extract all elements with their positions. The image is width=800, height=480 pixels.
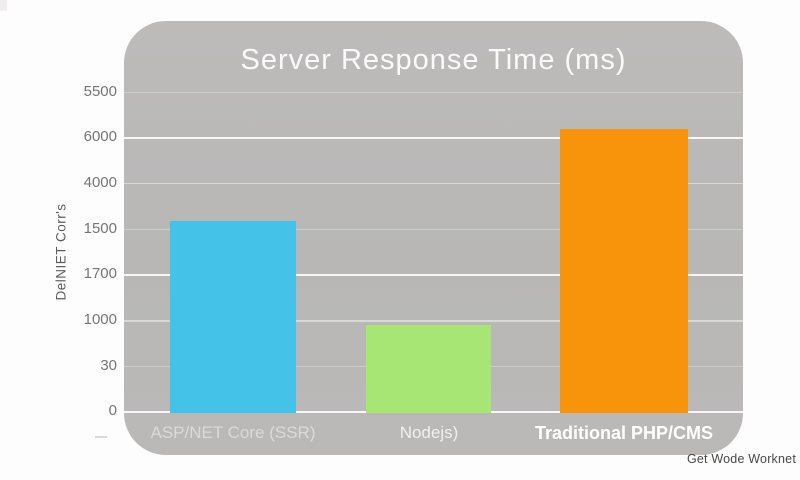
sub-zero-tick-mark: [95, 436, 107, 438]
y-tick-label: 4000: [83, 173, 117, 191]
bar-1: [170, 221, 296, 413]
y-tick-label: 5500: [83, 82, 117, 100]
y-tick-label: 1500: [83, 219, 117, 237]
bar-3: [560, 129, 688, 413]
y-tick-label: 0: [108, 402, 117, 420]
y-tick-label: 30: [100, 356, 117, 374]
gridline: [124, 274, 743, 277]
footer-watermark: Get Wode Worknet: [686, 452, 796, 466]
y-tick-label: 1700: [83, 265, 117, 283]
corner-artifact: [0, 0, 7, 11]
y-tick-label: 6000: [83, 128, 117, 146]
chart-panel: Server Response Time (ms) ASP/NET Core (…: [124, 21, 743, 455]
y-tick-label: 1000: [83, 311, 117, 329]
gridline: [124, 137, 743, 140]
gridline: [124, 182, 743, 185]
x-category-label: Nodejs): [399, 423, 459, 442]
x-category-label: ASP/NET Core (SSR): [150, 423, 316, 442]
chart-title: Server Response Time (ms): [240, 44, 627, 76]
gridline: [124, 228, 743, 231]
y-axis-title: DelNIET Corr's: [53, 203, 69, 301]
gridline: [124, 320, 743, 322]
bar-2: [366, 324, 491, 413]
gridline: [124, 91, 743, 93]
x-category-label: Traditional PHP/CMS: [534, 423, 714, 443]
